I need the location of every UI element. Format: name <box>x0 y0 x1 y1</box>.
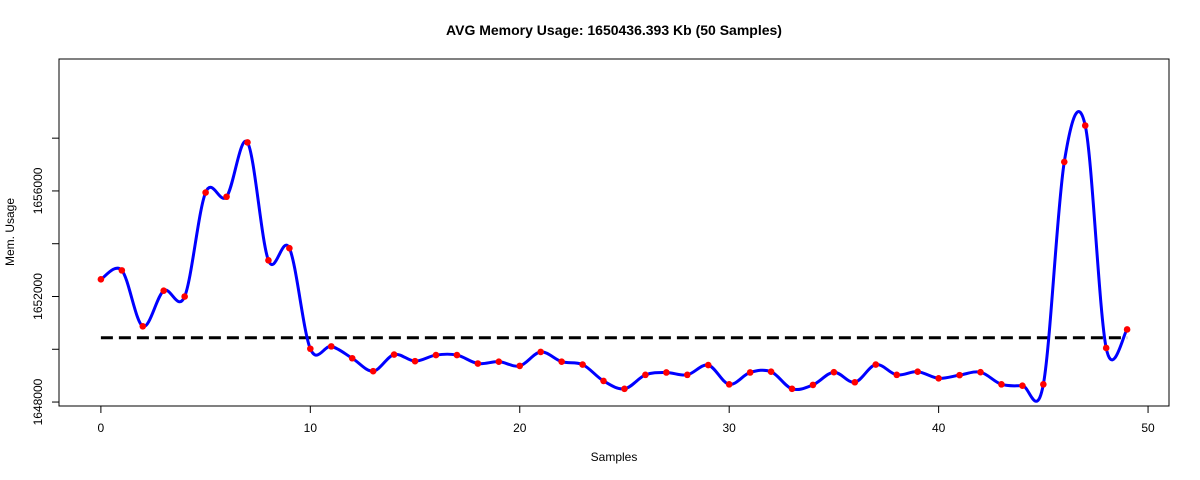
y-axis: 1648000 1652000 1656000 <box>31 137 60 425</box>
y-axis-label: Mem. Usage <box>3 198 17 266</box>
data-point <box>977 368 984 376</box>
data-point <box>851 378 859 386</box>
x-tick-label: 10 <box>304 421 318 435</box>
data-point <box>516 362 524 370</box>
data-point <box>537 348 544 356</box>
y-tick-label: 1656000 <box>31 167 45 214</box>
data-point <box>453 351 461 359</box>
data-point <box>704 361 712 369</box>
series-line-layer <box>100 110 1129 403</box>
x-tick-label: 0 <box>98 421 105 435</box>
data-point <box>202 189 209 196</box>
data-point <box>1019 382 1026 389</box>
data-point <box>369 367 377 375</box>
x-tick-label: 20 <box>513 421 527 435</box>
data-point <box>767 368 775 375</box>
x-axis-label: Samples <box>591 450 638 464</box>
data-point <box>244 139 251 146</box>
x-tick-label: 50 <box>1141 421 1155 435</box>
data-point <box>558 358 565 365</box>
data-point <box>579 361 586 368</box>
data-point <box>1081 122 1089 129</box>
series-line <box>100 110 1129 403</box>
data-point <box>1040 381 1047 388</box>
data-point <box>830 368 838 376</box>
data-point <box>307 345 314 353</box>
data-point <box>809 381 817 389</box>
data-point <box>746 369 754 376</box>
y-tick-label: 1652000 <box>31 273 45 320</box>
data-point <box>286 244 293 252</box>
data-point <box>1102 344 1110 352</box>
data-point <box>432 351 440 359</box>
data-point <box>956 371 963 379</box>
data-point <box>265 257 272 264</box>
data-point <box>600 377 607 385</box>
x-tick-label: 40 <box>932 421 946 435</box>
data-point <box>788 385 796 393</box>
data-point <box>118 267 126 274</box>
data-point <box>97 276 105 283</box>
data-point <box>998 381 1005 388</box>
data-point <box>1060 158 1068 166</box>
data-point <box>914 368 921 375</box>
data-point <box>160 287 168 294</box>
data-points-layer <box>97 122 1131 393</box>
data-point <box>390 351 398 358</box>
y-tick-label: 1648000 <box>31 378 45 425</box>
data-point <box>495 358 503 365</box>
data-point <box>935 374 942 382</box>
data-point <box>642 371 649 379</box>
data-point <box>1123 326 1131 333</box>
data-point <box>139 323 147 330</box>
data-point <box>725 381 733 388</box>
data-point <box>684 371 691 379</box>
data-point <box>621 385 628 393</box>
data-point <box>327 343 335 350</box>
data-point <box>663 369 670 376</box>
data-point <box>348 354 356 362</box>
data-point <box>411 357 419 365</box>
plot-frame <box>58 58 1170 407</box>
chart-title: AVG Memory Usage: 1650436.393 Kb (50 Sam… <box>446 22 782 38</box>
data-point <box>181 293 188 300</box>
data-point <box>893 371 901 379</box>
data-point <box>223 193 230 201</box>
data-point <box>474 360 482 367</box>
data-point <box>872 361 880 368</box>
x-tick-label: 30 <box>723 421 737 435</box>
x-axis: 0 10 20 30 40 50 <box>98 405 1155 435</box>
